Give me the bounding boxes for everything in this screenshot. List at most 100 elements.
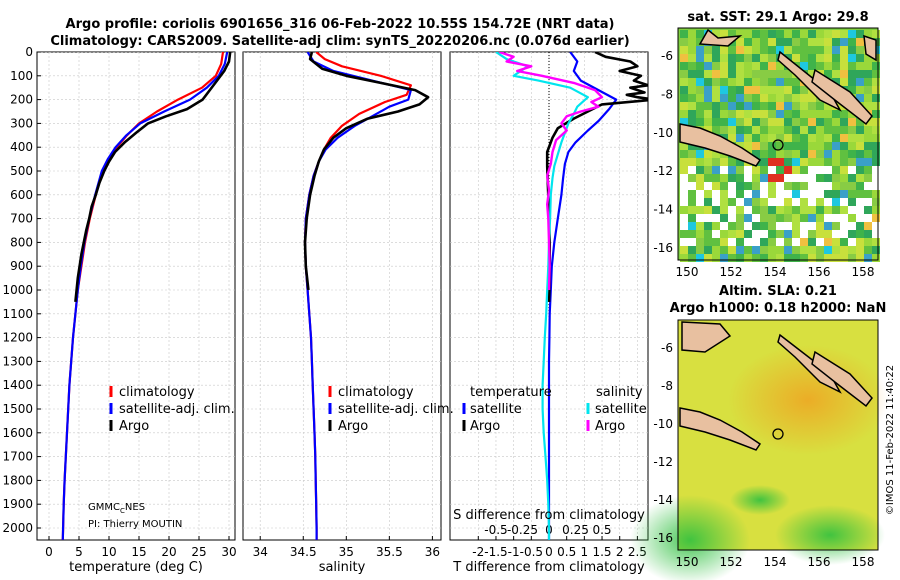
sst-cell [856, 54, 864, 62]
sst-cell [696, 158, 704, 166]
sst-cell [856, 230, 864, 238]
sst-cell [752, 142, 760, 150]
sst-cell [776, 86, 784, 94]
temperature-legend: climatology satellite-adj. clim. Argo [109, 385, 235, 434]
sst-cell [728, 94, 736, 102]
sst-cell [848, 62, 856, 70]
sst-cell [712, 158, 720, 166]
sst-cell [872, 158, 880, 166]
sst-cell [760, 214, 768, 222]
sst-cell [744, 134, 752, 142]
y-tick-label: 600 [10, 188, 33, 202]
sst-cell [720, 158, 728, 166]
sst-cell [832, 118, 840, 126]
sst-cell [744, 70, 752, 78]
sst-cell [752, 246, 760, 254]
sst-cell [696, 198, 704, 206]
sst-cell [776, 102, 784, 110]
sst-cell [808, 150, 816, 158]
sst-cell [832, 198, 840, 206]
sst-cell [824, 102, 832, 110]
sst-cell [768, 118, 776, 126]
sst-cell [760, 118, 768, 126]
sst-cell [728, 30, 736, 38]
salinity-series [303, 52, 430, 540]
sst-float-marker [772, 139, 784, 151]
sst-cell [808, 166, 816, 174]
sst-cell [760, 86, 768, 94]
sst-cell [816, 30, 824, 38]
map-y-tick-label: -12 [653, 455, 673, 469]
sst-cell [752, 54, 760, 62]
sla-map-frame [677, 319, 879, 551]
sst-cell [816, 54, 824, 62]
sst-cell [736, 206, 744, 214]
sst-cell [680, 30, 688, 38]
sst-cell [848, 38, 856, 46]
sst-cell [832, 254, 840, 262]
sst-cell [752, 94, 760, 102]
sst-cell [832, 110, 840, 118]
sst-cell [768, 246, 776, 254]
sst-cell [864, 222, 872, 230]
sst-cell [712, 70, 720, 78]
sst-cell [808, 94, 816, 102]
sst-cell [744, 38, 752, 46]
sst-cell [872, 222, 880, 230]
sst-cell [776, 198, 784, 206]
sst-cell [776, 150, 784, 158]
sst-cell [768, 46, 776, 54]
sst-cell [728, 182, 736, 190]
sst-cell [696, 110, 704, 118]
chart-title-line1: Argo profile: coriolis 6901656_316 06-Fe… [66, 17, 615, 32]
sst-cell [776, 206, 784, 214]
sst-cell [808, 158, 816, 166]
sst-cell [744, 182, 752, 190]
legend-argo: Argo [338, 419, 368, 434]
sst-cell [760, 70, 768, 78]
sst-cell [808, 174, 816, 182]
sst-cell [800, 198, 808, 206]
sst-cell [848, 230, 856, 238]
sst-cell [824, 198, 832, 206]
sst-cell [800, 238, 808, 246]
sst-cell [856, 86, 864, 94]
sst-cell [840, 254, 848, 262]
sst-cell [688, 110, 696, 118]
sst-cell [800, 62, 808, 70]
sla-map-title-1: Altim. SLA: 0.21 [719, 284, 837, 299]
x-tick-label: 0 [545, 545, 553, 559]
sst-cell [848, 222, 856, 230]
sst-cell [720, 78, 728, 86]
sst-cell [688, 62, 696, 70]
sst-cell [848, 166, 856, 174]
sst-cell [768, 230, 776, 238]
map-y-tick-label: -14 [653, 203, 673, 217]
y-tick-label: 1400 [2, 378, 33, 392]
sst-cell [704, 102, 712, 110]
sst-cell [808, 30, 816, 38]
sst-cell [696, 118, 704, 126]
sst-cell [680, 222, 688, 230]
sst-cell [704, 94, 712, 102]
sst-cell [736, 110, 744, 118]
sst-cell [776, 70, 784, 78]
sst-cell [776, 110, 784, 118]
sla-low-anomaly [730, 485, 790, 515]
sst-cell [832, 158, 840, 166]
sst-cell [824, 230, 832, 238]
sst-cell [736, 174, 744, 182]
x-tick-label: 36 [425, 545, 440, 559]
sst-cell [696, 222, 704, 230]
sst-cell [728, 206, 736, 214]
sst-cell [832, 222, 840, 230]
sst-cell [864, 30, 872, 38]
sst-cell [704, 110, 712, 118]
sst-cell [688, 230, 696, 238]
sst-cell [736, 158, 744, 166]
sst-cell [712, 246, 720, 254]
sst-cell [736, 134, 744, 142]
sst-cell [872, 78, 880, 86]
sst-cell [840, 38, 848, 46]
